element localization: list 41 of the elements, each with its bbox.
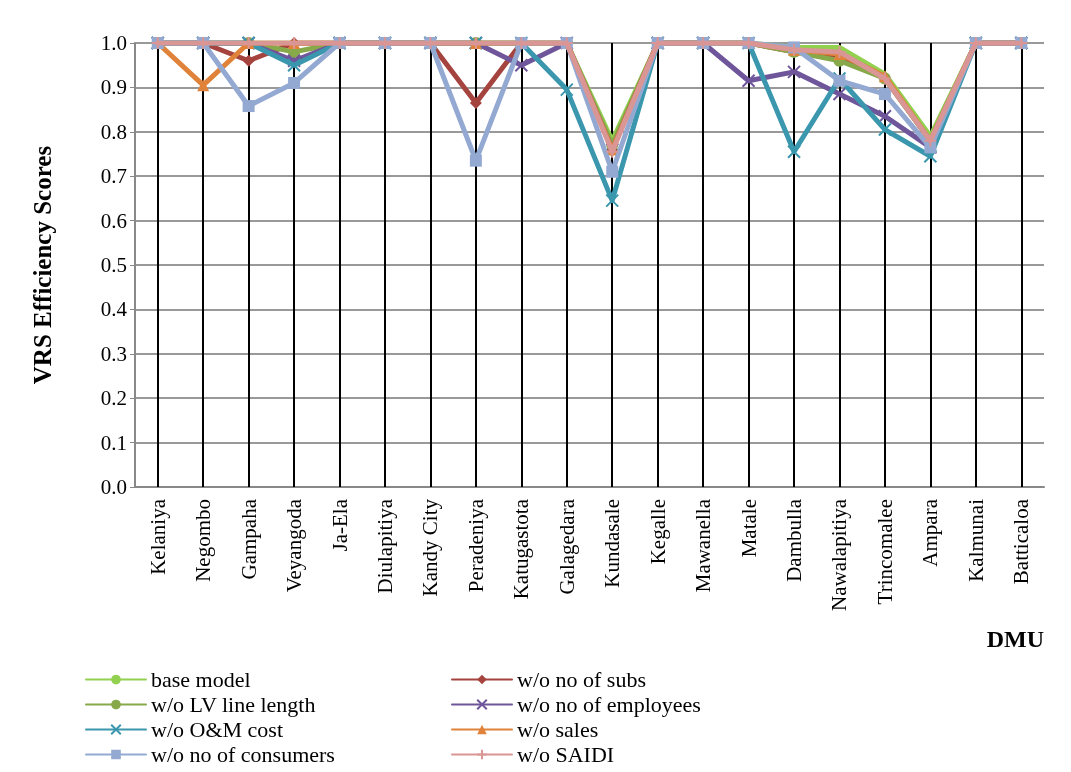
y-tick-label: 0.9 [100, 75, 127, 100]
x-tick-label: Trincomalee [872, 499, 897, 605]
x-tick-label: Nawalapitiya [827, 498, 852, 611]
x-tick-label: Kalmunai [963, 498, 988, 582]
x-tick-label: Kegalle [645, 499, 670, 565]
y-tick-label: 0.1 [100, 430, 127, 455]
x-tick-label: Kelaniya [145, 498, 170, 575]
legend-label: w/o LV line length [151, 692, 316, 717]
x-tick-label: Kandy City [418, 498, 443, 597]
x-tick-label: Matale [736, 499, 761, 558]
y-tick-label: 0.7 [100, 164, 127, 189]
legend-label: w/o no of employees [517, 692, 701, 717]
x-tick-label: Kundasale [600, 499, 625, 588]
x-tick-label: Diulapitiya [372, 498, 397, 594]
legend-label: w/o O&M cost [151, 717, 283, 742]
y-tick-label: 0.4 [100, 297, 128, 322]
y-tick-label: 0.0 [100, 475, 127, 499]
x-tick-label: Ja-Ela [327, 498, 352, 552]
x-tick-label: Katugastota [509, 498, 534, 600]
y-tick-label: 0.8 [100, 119, 127, 144]
legend-label: w/o sales [517, 717, 599, 742]
legend-label: w/o no of consumers [151, 742, 335, 767]
x-tick-label: Dambulla [782, 498, 807, 582]
y-tick-label: 0.2 [100, 386, 127, 411]
x-tick-label: Veyangoda [282, 498, 307, 593]
y-tick-label: 0.3 [100, 341, 127, 366]
y-tick-label: 0.6 [100, 208, 127, 233]
y-tick-label: 1.0 [100, 31, 127, 55]
x-tick-label: Galagedara [554, 498, 579, 595]
legend-label: w/o SAIDI [517, 742, 615, 767]
x-tick-label: Gampaha [236, 498, 261, 580]
x-tick-label: Ampara [918, 498, 943, 567]
y-tick-label: 0.5 [100, 253, 127, 277]
x-tick-label: Mawanella [691, 498, 716, 593]
x-tick-label: Batticaloa [1009, 498, 1034, 585]
x-tick-label: Negombo [191, 499, 216, 582]
x-axis-title: DMU [986, 626, 1044, 652]
y-axis-title: VRS Efficiency Scores [29, 145, 56, 385]
legend-label: base model [151, 667, 251, 692]
legend-label: w/o no of subs [517, 667, 646, 692]
x-tick-label: Peradeniya [463, 498, 488, 593]
